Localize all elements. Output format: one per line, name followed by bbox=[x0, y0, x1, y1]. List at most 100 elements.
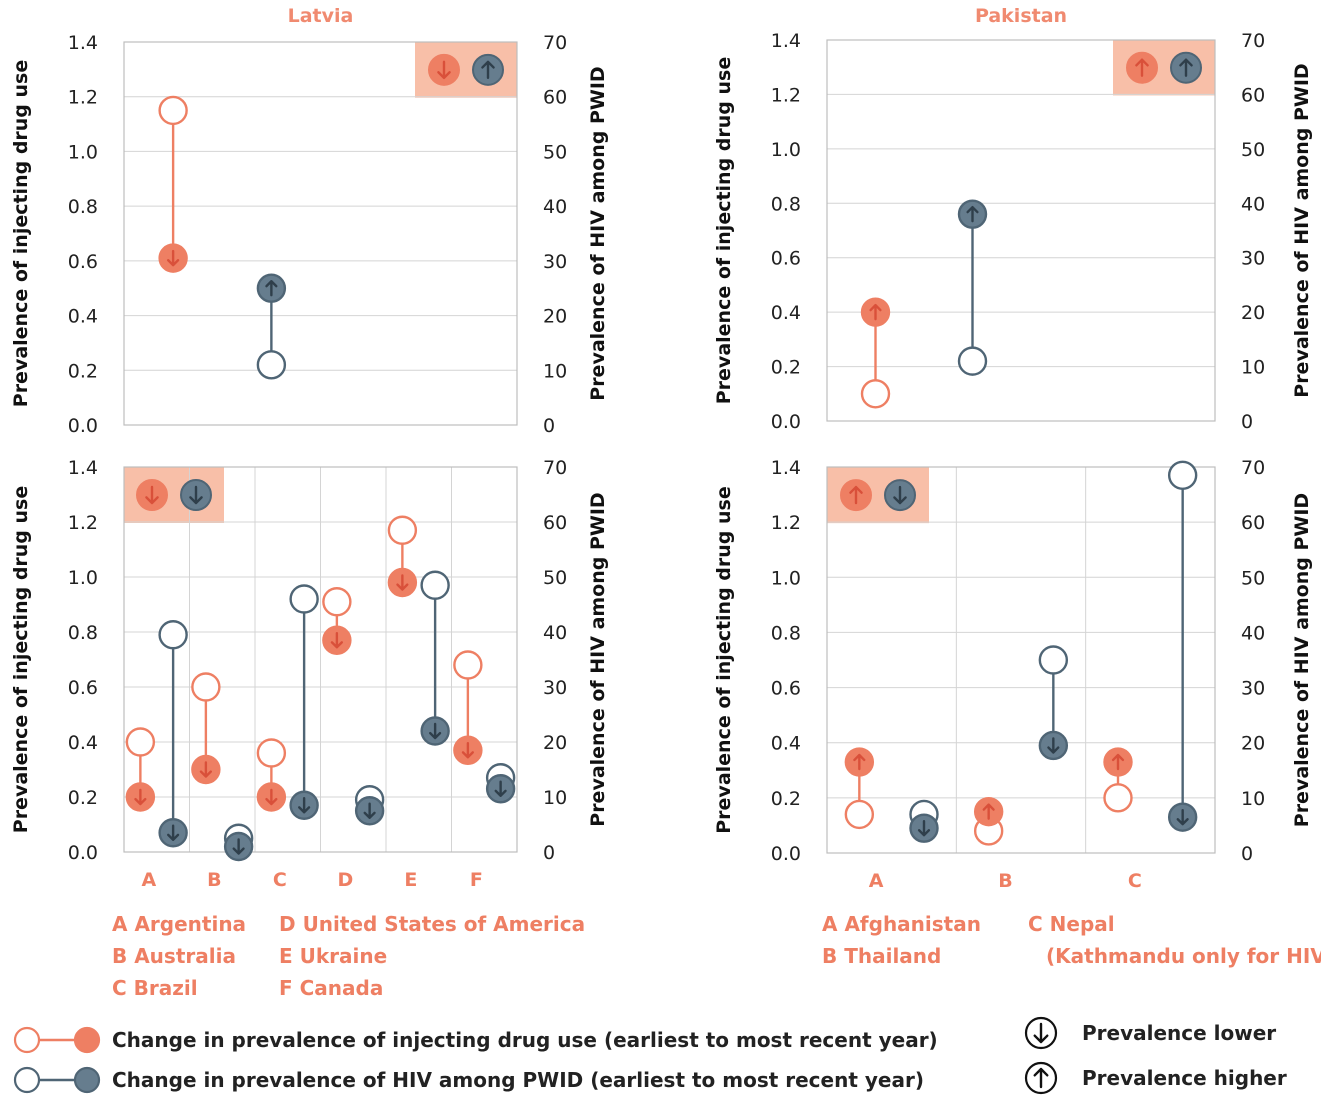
category-key-note: C Nepal bbox=[1028, 912, 1115, 936]
y-tick-right: 30 bbox=[1241, 678, 1265, 700]
category-key-note: C Brazil bbox=[112, 976, 198, 1000]
badge-hiv-up-icon bbox=[1170, 51, 1202, 84]
category-key-note: A Argentina bbox=[112, 912, 246, 936]
start-point bbox=[158, 620, 188, 650]
category-key-note: A Afghanistan bbox=[822, 912, 981, 936]
hiv-dumbbell bbox=[485, 763, 516, 804]
hiv-dumbbell bbox=[1038, 645, 1069, 761]
legend-item-lower: Prevalence lower bbox=[1024, 1016, 1276, 1050]
x-tick-label: F bbox=[470, 869, 483, 891]
y-axis-title-left: Prevalence of injecting drug use bbox=[10, 486, 32, 833]
idu-dumbbell bbox=[125, 727, 156, 812]
y-tick-right: 20 bbox=[543, 306, 567, 328]
legend-label: Change in prevalence of HIV among PWID (… bbox=[112, 1068, 924, 1092]
panel-title: Pakistan bbox=[975, 5, 1067, 27]
y-tick-right: 40 bbox=[1241, 622, 1265, 644]
category-key-note: E Ukraine bbox=[279, 944, 387, 968]
category-key-note: (Kathmandu only for HIV) bbox=[1046, 944, 1321, 968]
y-tick-right: 50 bbox=[1241, 567, 1265, 589]
y-tick-left: 0.2 bbox=[68, 360, 98, 382]
hiv-dumbbell bbox=[909, 799, 939, 843]
y-tick-left: 0.0 bbox=[68, 842, 98, 864]
start-point bbox=[256, 738, 287, 768]
legend: Change in prevalence of injecting drug u… bbox=[13, 1016, 1287, 1095]
legend-label: Change in prevalence of injecting drug u… bbox=[112, 1028, 938, 1052]
y-tick-right: 0 bbox=[543, 842, 555, 864]
y-tick-left: 0.8 bbox=[771, 193, 801, 215]
x-tick-label: B bbox=[998, 870, 1012, 892]
y-tick-left: 1.4 bbox=[771, 457, 801, 479]
start-point bbox=[844, 799, 875, 830]
hiv-dumbbell bbox=[957, 199, 988, 376]
y-tick-right: 30 bbox=[543, 251, 567, 273]
idu-dumbbell bbox=[322, 587, 352, 655]
y-tick-left: 0.8 bbox=[771, 622, 801, 644]
y-tick-left: 1.2 bbox=[68, 512, 98, 534]
start-point bbox=[125, 727, 156, 757]
chart-panel-3: 0.0 0.2 0.4 0.6 0.8 1.0 1.2 1.4 0 10 20 30 40 50 60 70 P… bbox=[10, 457, 609, 891]
y-tick-left: 1.4 bbox=[68, 32, 98, 54]
x-tick-label: A bbox=[142, 869, 157, 891]
idu-dumbbell bbox=[158, 95, 188, 273]
y-tick-right: 30 bbox=[1241, 248, 1265, 270]
y-tick-right: 70 bbox=[543, 457, 567, 479]
legend-start-marker bbox=[13, 1066, 41, 1094]
y-tick-right: 40 bbox=[543, 622, 567, 644]
y-axis-title-right: Prevalence of HIV among PWID bbox=[1291, 493, 1313, 827]
idu-dumbbell bbox=[191, 672, 221, 785]
legend-end-marker bbox=[73, 1066, 101, 1094]
hiv-dumbbell bbox=[256, 273, 287, 380]
y-tick-right: 50 bbox=[543, 141, 567, 163]
y-tick-right: 70 bbox=[1241, 457, 1265, 479]
y-tick-right: 0 bbox=[1241, 843, 1253, 865]
idu-dumbbell bbox=[453, 650, 483, 765]
y-tick-right: 0 bbox=[543, 415, 555, 437]
start-point bbox=[322, 587, 352, 617]
legend-item-higher: Prevalence higher bbox=[1024, 1061, 1287, 1095]
idu-dumbbell bbox=[844, 747, 875, 830]
y-axis-title-left: Prevalence of injecting drug use bbox=[713, 57, 735, 404]
legend-item-hiv: Change in prevalence of HIV among PWID (… bbox=[13, 1066, 924, 1094]
hiv-dumbbell bbox=[354, 785, 385, 826]
y-tick-right: 20 bbox=[543, 732, 567, 754]
y-axis-title-right: Prevalence of HIV among PWID bbox=[1291, 63, 1313, 397]
hiv-dumbbell bbox=[158, 620, 188, 848]
legend-label: Prevalence lower bbox=[1082, 1021, 1276, 1045]
x-tick-label: C bbox=[273, 869, 287, 891]
start-point bbox=[256, 350, 287, 380]
y-tick-right: 60 bbox=[543, 512, 567, 534]
y-tick-right: 60 bbox=[1241, 512, 1265, 534]
y-tick-left: 0.0 bbox=[771, 411, 801, 433]
badge-hiv-up-icon bbox=[472, 53, 504, 86]
category-key-note: B Thailand bbox=[822, 944, 941, 968]
y-tick-left: 0.8 bbox=[68, 622, 98, 644]
y-tick-left: 1.2 bbox=[68, 87, 98, 109]
y-tick-right: 30 bbox=[543, 677, 567, 699]
y-tick-left: 0.2 bbox=[771, 788, 801, 810]
start-point bbox=[453, 650, 483, 680]
start-point bbox=[1167, 460, 1198, 490]
y-tick-left: 0.2 bbox=[68, 787, 98, 809]
plot-area bbox=[123, 466, 518, 853]
plot-area bbox=[123, 41, 518, 426]
y-tick-right: 20 bbox=[1241, 733, 1265, 755]
y-tick-left: 0.4 bbox=[771, 302, 801, 324]
y-tick-left: 0.4 bbox=[68, 732, 98, 754]
chart-panel-4: 0.0 0.2 0.4 0.6 0.8 1.0 1.2 1.4 0 10 20 30 40 50 60 70 P… bbox=[713, 457, 1313, 892]
arrow-up-icon bbox=[1024, 1061, 1058, 1095]
y-tick-left: 0.2 bbox=[771, 357, 801, 379]
y-tick-left: 1.4 bbox=[771, 30, 801, 52]
y-tick-left: 0.4 bbox=[771, 733, 801, 755]
y-tick-right: 70 bbox=[543, 32, 567, 54]
y-tick-left: 0.8 bbox=[68, 196, 98, 218]
x-tick-label: B bbox=[207, 869, 221, 891]
y-tick-left: 1.2 bbox=[771, 512, 801, 534]
legend-start-marker bbox=[13, 1026, 41, 1054]
y-tick-right: 70 bbox=[1241, 30, 1265, 52]
plot-area bbox=[826, 39, 1216, 422]
badge-idu-down-icon bbox=[136, 479, 168, 511]
arrow-down-icon bbox=[1024, 1016, 1058, 1050]
badge-hiv-down-icon bbox=[180, 479, 212, 511]
